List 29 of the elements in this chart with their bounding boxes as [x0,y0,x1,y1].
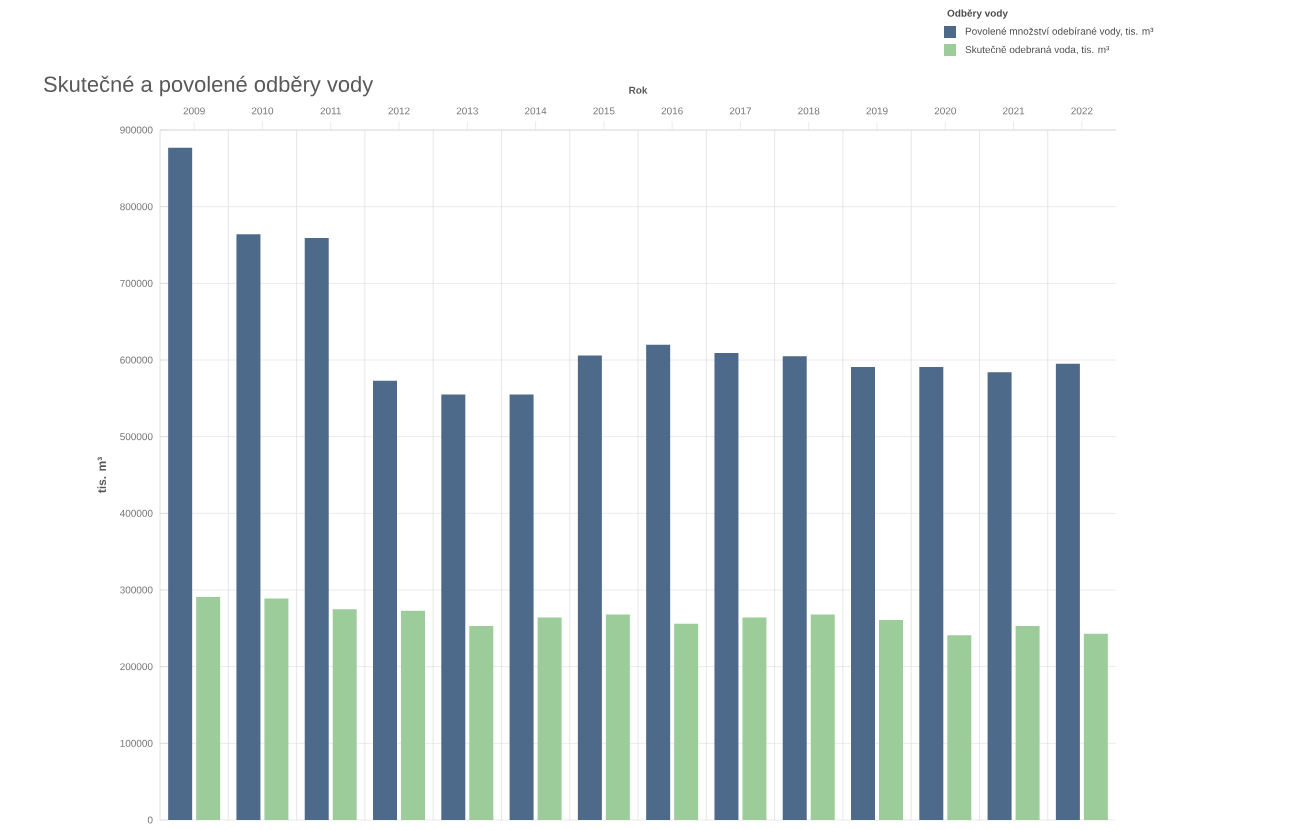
bar [577,355,602,820]
bar [1055,363,1080,820]
bar [401,610,426,820]
bar [605,614,630,820]
bar [714,353,739,820]
bar [509,394,534,820]
bar [264,598,289,820]
bar [1083,633,1108,820]
bar [879,619,904,820]
bar [782,356,807,820]
bar [304,238,329,820]
bar [168,147,193,820]
bar [373,380,398,820]
bar [196,596,221,820]
bar [469,626,494,820]
bar [332,609,357,820]
chart-title: Skutečné a povolené odběry vody [44,75,374,97]
bar [1015,626,1040,820]
bar [987,372,1012,820]
bar [742,617,767,820]
bar [537,617,562,820]
bar [919,366,944,820]
bar [646,344,671,820]
bar [947,635,972,820]
bar [441,394,466,820]
bar [851,366,876,820]
bar [236,234,261,820]
bar [810,614,835,820]
bar [674,623,699,820]
